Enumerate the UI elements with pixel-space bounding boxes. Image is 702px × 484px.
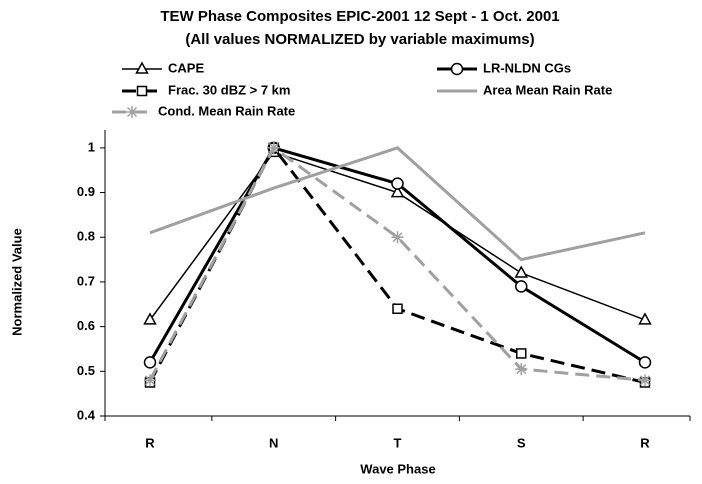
y-tick-label: 0.7 bbox=[77, 273, 95, 288]
marker bbox=[450, 62, 464, 76]
chart-subtitle: (All values NORMALIZED by variable maxim… bbox=[185, 31, 534, 48]
y-tick-label: 0.8 bbox=[77, 229, 95, 244]
legend-label: Area Mean Rain Rate bbox=[483, 82, 612, 97]
series-line bbox=[149, 146, 646, 262]
marker bbox=[391, 231, 404, 244]
legend-label: CAPE bbox=[168, 60, 204, 75]
marker bbox=[514, 265, 529, 278]
marker bbox=[515, 363, 528, 376]
y-tick-label: 0.9 bbox=[77, 184, 95, 199]
marker bbox=[638, 312, 652, 325]
y-tick-label: 0.4 bbox=[77, 407, 96, 422]
legend-label: Cond. Mean Rain Rate bbox=[158, 103, 295, 118]
marker bbox=[143, 312, 157, 325]
x-tick-label: R bbox=[145, 435, 155, 450]
chart-title: TEW Phase Composites EPIC-2001 12 Sept -… bbox=[160, 8, 559, 25]
legend-label: Frac. 30 dBZ > 7 km bbox=[168, 82, 290, 97]
x-tick-label: T bbox=[394, 435, 402, 450]
marker bbox=[638, 356, 652, 369]
marker bbox=[126, 106, 138, 118]
y-tick-label: 1 bbox=[88, 139, 95, 154]
marker bbox=[390, 185, 405, 198]
marker bbox=[392, 303, 403, 314]
legend-label: LR-NLDN CGs bbox=[483, 60, 571, 75]
marker bbox=[267, 141, 280, 154]
marker bbox=[639, 374, 651, 387]
marker bbox=[136, 85, 148, 97]
x-tick-label: R bbox=[640, 435, 650, 450]
y-tick-label: 0.6 bbox=[77, 318, 95, 333]
marker bbox=[144, 374, 156, 387]
marker bbox=[143, 356, 157, 369]
x-tick-label: S bbox=[517, 435, 526, 450]
x-tick-label: N bbox=[269, 435, 278, 450]
series-line bbox=[148, 145, 646, 382]
marker bbox=[135, 61, 149, 74]
y-axis-label: Normalized Value bbox=[9, 228, 24, 336]
marker bbox=[515, 280, 528, 293]
y-tick-label: 0.5 bbox=[77, 363, 95, 378]
marker bbox=[516, 348, 527, 359]
marker bbox=[391, 177, 404, 190]
x-axis-label: Wave Phase bbox=[360, 461, 435, 476]
